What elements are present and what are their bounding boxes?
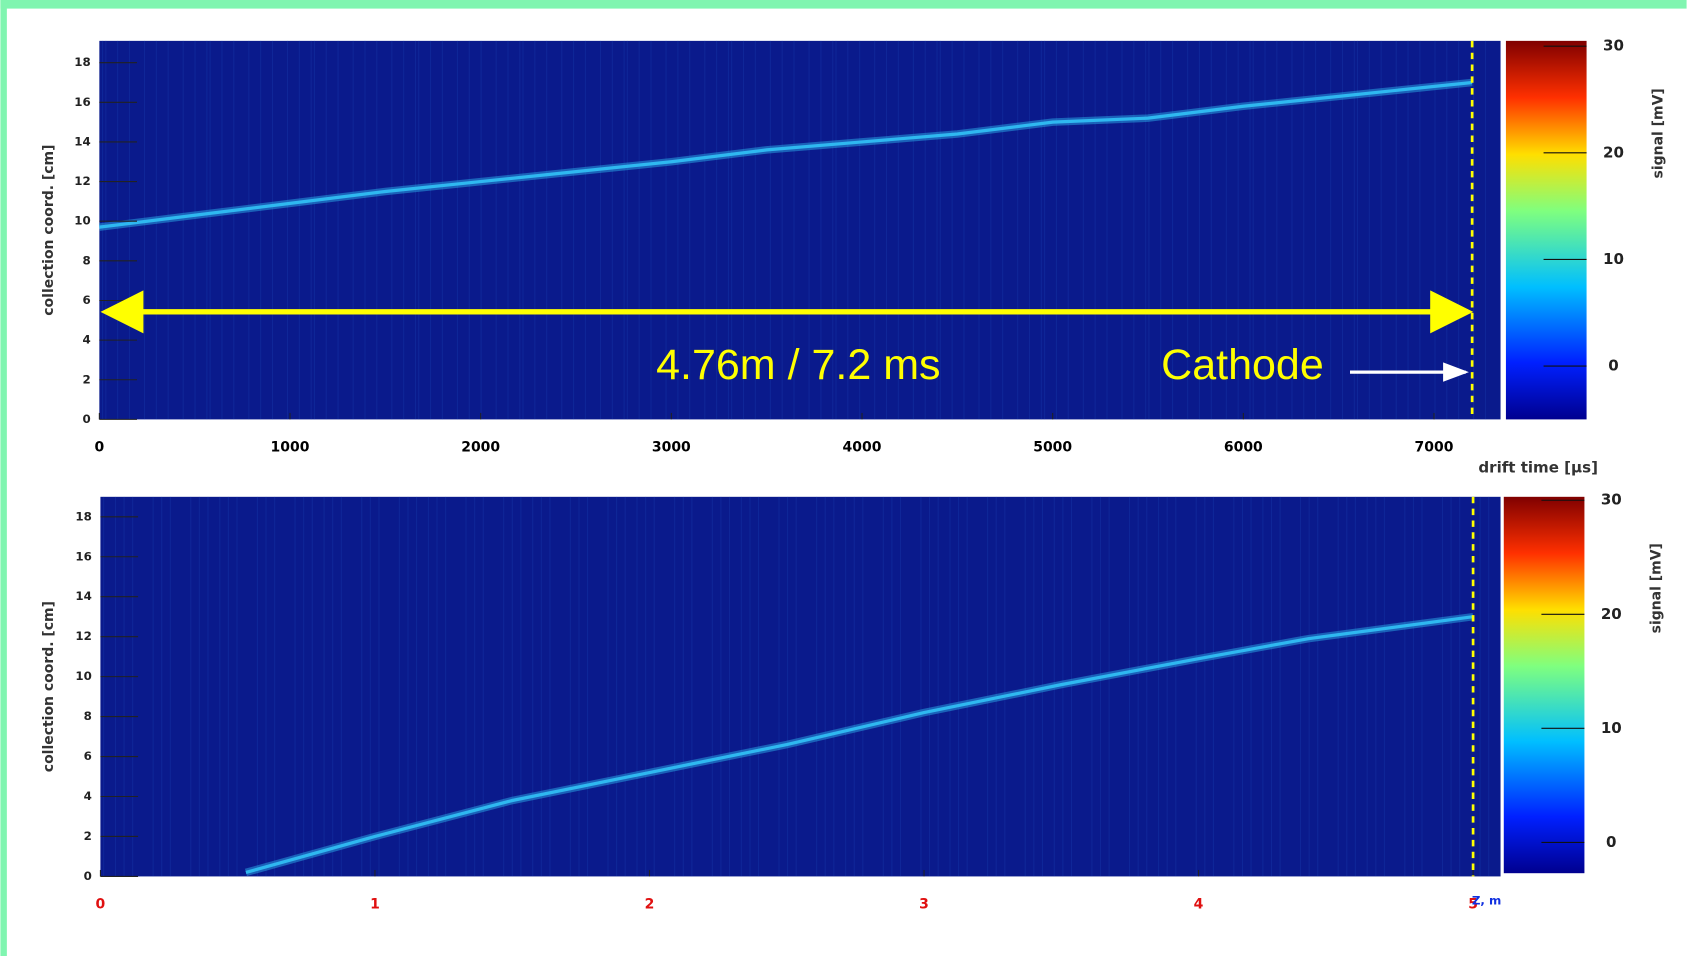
y-tick-label: 10 xyxy=(74,214,90,228)
colorbar-label: signal [mV] xyxy=(1651,88,1667,178)
x-tick-label: 2 xyxy=(645,896,655,912)
colorbar-tick-label: 10 xyxy=(1601,719,1622,737)
colorbar-tick-label: 10 xyxy=(1603,250,1624,268)
x-tick-label: 0 xyxy=(94,439,104,455)
y-tick-label: 4 xyxy=(83,333,91,347)
colorbar-tick-label: 30 xyxy=(1601,491,1622,509)
y-axis-label: collection coord. [cm] xyxy=(41,601,57,772)
colorbar-tick-label: 0 xyxy=(1608,357,1618,375)
track xyxy=(99,80,1473,229)
x-tick-label: 6000 xyxy=(1224,439,1263,455)
y-tick-label: 2 xyxy=(84,829,92,843)
y-tick-label: 16 xyxy=(75,549,91,563)
y-tick-label: 14 xyxy=(75,589,91,603)
y-tick-label: 12 xyxy=(75,629,91,643)
x-tick-label: 3 xyxy=(919,896,929,912)
x-tick-label: 5 xyxy=(1468,896,1478,912)
x-tick-label: 1000 xyxy=(271,439,310,455)
y-tick-label: 18 xyxy=(74,55,90,69)
colorbar xyxy=(1505,40,1587,420)
x-axis-label: drift time [µs] xyxy=(1478,458,1598,476)
y-tick-label: 14 xyxy=(74,134,90,148)
y-tick-label: 6 xyxy=(84,749,92,763)
plot-area xyxy=(100,496,1501,877)
x-axis-label: Z, m xyxy=(1472,894,1501,908)
x-tick-label: 2000 xyxy=(461,439,500,455)
colorbar xyxy=(1503,496,1585,874)
x-tick-label: 1 xyxy=(370,896,380,912)
y-tick-label: 8 xyxy=(84,709,92,723)
y-tick-label: 10 xyxy=(75,669,91,683)
x-tick-label: 3000 xyxy=(652,439,691,455)
x-tick-label: 4 xyxy=(1194,896,1204,912)
y-tick-label: 16 xyxy=(74,95,90,109)
x-tick-label: 4000 xyxy=(843,439,882,455)
top-band xyxy=(0,0,1687,9)
y-tick-label: 0 xyxy=(83,412,91,426)
y-tick-label: 4 xyxy=(84,789,92,803)
x-tick-label: 5000 xyxy=(1033,439,1072,455)
y-tick-label: 18 xyxy=(75,509,91,523)
y-tick-label: 0 xyxy=(84,869,92,883)
y-tick-label: 12 xyxy=(74,174,90,188)
x-tick-label: 7000 xyxy=(1415,439,1454,455)
colorbar-label: signal [mV] xyxy=(1648,543,1664,633)
x-tick-label: 0 xyxy=(96,896,106,912)
colorbar-tick-label: 30 xyxy=(1603,37,1624,55)
y-tick-label: 8 xyxy=(83,253,91,267)
span-label: 4.76m / 7.2 ms xyxy=(656,341,940,389)
colorbar-tick-label: 20 xyxy=(1601,605,1622,623)
colorbar-tick-label: 0 xyxy=(1606,833,1616,851)
left-band xyxy=(0,0,7,956)
y-tick-label: 6 xyxy=(83,293,91,307)
cathode-label: Cathode xyxy=(1161,341,1324,389)
y-axis-label: collection coord. [cm] xyxy=(41,145,57,316)
y-tick-label: 2 xyxy=(83,372,91,386)
colorbar-tick-label: 20 xyxy=(1603,143,1624,161)
track xyxy=(245,615,1474,874)
